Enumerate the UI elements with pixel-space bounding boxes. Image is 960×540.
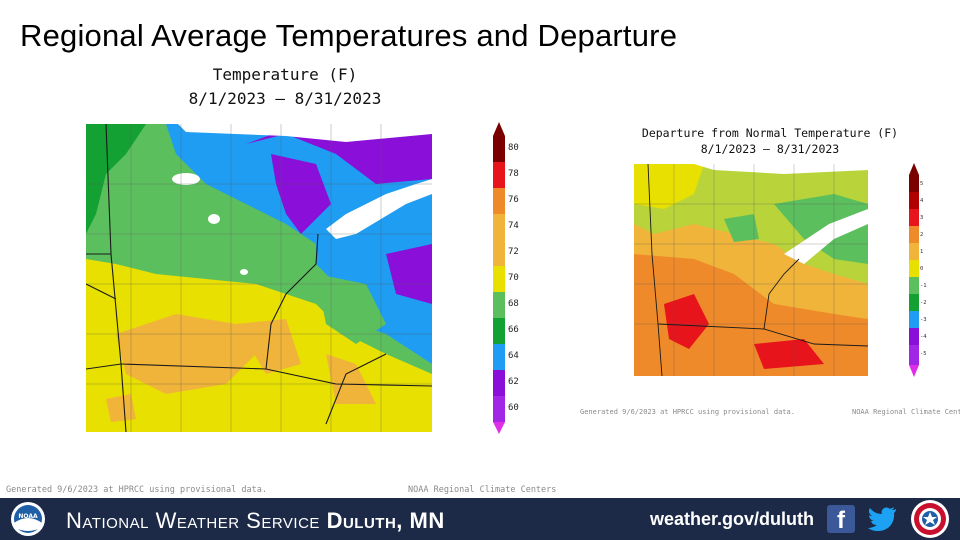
temperature-credit-right: NOAA Regional Climate Centers xyxy=(408,485,557,495)
departure-colorbar-label: 2 xyxy=(920,232,923,238)
departure-colorbar-label: -2 xyxy=(920,300,927,306)
temperature-colorbar-label: 74 xyxy=(508,221,519,231)
temperature-colorbar-label: 80 xyxy=(508,143,519,153)
departure-colorbar-label: 1 xyxy=(920,249,923,255)
temperature-colorbar-label: 64 xyxy=(508,351,519,361)
temperature-colorbar: 80 78 76 74 72 70 68 66 64 62 60 xyxy=(493,122,519,434)
departure-map-heading: Departure from Normal Temperature (F) xyxy=(641,126,899,140)
temperature-colorbar-label: 62 xyxy=(508,377,519,387)
slide-title: Regional Average Temperatures and Depart… xyxy=(20,18,678,53)
departure-colorbar-label: 4 xyxy=(920,198,924,204)
footer-org-name: National Weather Service Duluth, MN xyxy=(66,508,445,534)
temperature-map-date-range: 8/1/2023 – 8/31/2023 xyxy=(188,89,382,108)
temperature-map xyxy=(86,124,432,432)
departure-credit-left: Generated 9/6/2023 at HPRCC using provis… xyxy=(580,408,795,416)
svg-text:NOAA: NOAA xyxy=(18,513,38,520)
departure-colorbar-label: 0 xyxy=(920,266,923,272)
departure-credit-right: NOAA Regional Climate Centers xyxy=(852,408,960,416)
departure-map-title: Departure from Normal Temperature (F) 8/… xyxy=(640,125,900,157)
footer-url[interactable]: weather.gov/duluth xyxy=(650,509,815,529)
noaa-logo: NOAA xyxy=(11,502,45,536)
departure-colorbar-label: -3 xyxy=(920,317,927,323)
temperature-colorbar-label: 78 xyxy=(508,169,519,179)
twitter-icon[interactable] xyxy=(866,505,898,533)
temperature-map-heading: Temperature (F) xyxy=(212,65,358,84)
departure-colorbar-label: -4 xyxy=(920,334,927,340)
temperature-colorbar-label: 76 xyxy=(508,195,519,205)
temperature-colorbar-label: 70 xyxy=(508,273,519,283)
departure-map xyxy=(634,164,868,376)
temperature-colorbar-label: 72 xyxy=(508,247,519,257)
temperature-colorbar-label: 66 xyxy=(508,325,519,335)
footer-office-label: Duluth, MN xyxy=(326,508,445,533)
temperature-credit-left: Generated 9/6/2023 at HPRCC using provis… xyxy=(6,485,267,495)
departure-colorbar-label: -1 xyxy=(920,283,927,289)
footer-bar: NOAA National Weather Service Duluth, MN… xyxy=(0,498,960,540)
departure-colorbar-label: 5 xyxy=(920,181,923,187)
departure-colorbar-label: 3 xyxy=(920,215,923,221)
footer-org-label: National Weather Service xyxy=(66,508,320,533)
temperature-colorbar-label: 60 xyxy=(508,403,519,413)
departure-colorbar-label: -5 xyxy=(920,351,927,357)
temperature-map-title: Temperature (F) 8/1/2023 – 8/31/2023 xyxy=(150,63,420,111)
departure-colorbar: 5 4 3 2 1 0 -1 -2 -3 -4 -5 xyxy=(909,163,927,377)
departure-map-date-range: 8/1/2023 – 8/31/2023 xyxy=(700,142,840,156)
temperature-colorbar-label: 68 xyxy=(508,299,519,309)
facebook-icon[interactable]: f xyxy=(827,505,855,534)
nws-logo xyxy=(911,500,949,538)
